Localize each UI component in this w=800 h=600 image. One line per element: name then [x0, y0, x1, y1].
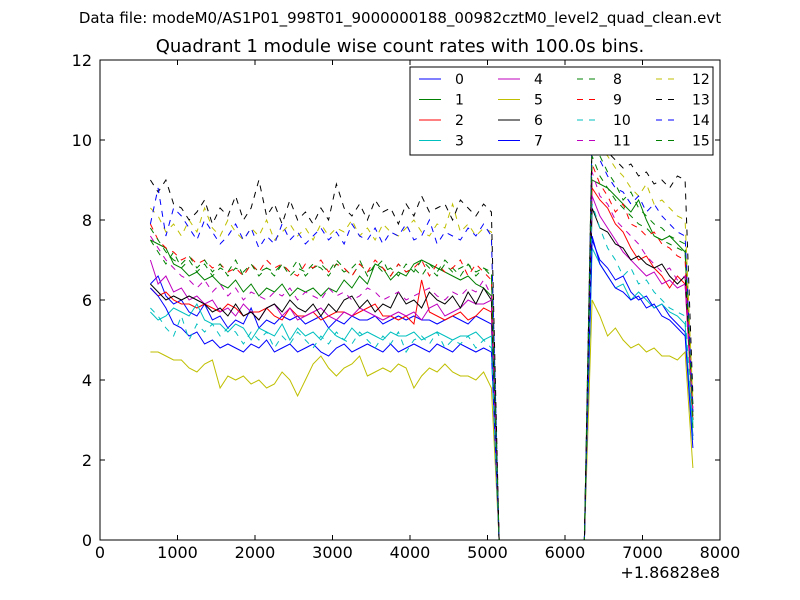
- x-tick-label-4000: 4000: [390, 543, 431, 562]
- legend-label-13: 13: [692, 93, 710, 109]
- x-tick-label-6000: 6000: [545, 543, 586, 562]
- x-tick-label-1000: 1000: [157, 543, 198, 562]
- legend-label-9: 9: [613, 93, 622, 109]
- series-line-4: [149, 195, 694, 541]
- chart-title: Quadrant 1 module wise count rates with …: [155, 36, 645, 57]
- y-tick-label-12: 12: [72, 51, 92, 70]
- series-line-5: [150, 299, 694, 541]
- legend-label-6: 6: [534, 113, 543, 129]
- series-line-1: [150, 179, 694, 541]
- y-tick-label-0: 0: [82, 531, 92, 550]
- series-line-7: [150, 235, 694, 541]
- y-tick-label-6: 6: [82, 291, 92, 310]
- series-line-12: [150, 127, 694, 541]
- y-tick-label-10: 10: [72, 131, 92, 150]
- legend-label-3: 3: [455, 134, 464, 150]
- legend-label-8: 8: [613, 72, 622, 88]
- legend-label-5: 5: [534, 93, 543, 109]
- legend-label-4: 4: [534, 72, 543, 88]
- series-line-15: [149, 155, 694, 541]
- series-layer: [149, 127, 694, 541]
- legend-label-7: 7: [534, 134, 543, 150]
- legend-label-1: 1: [455, 93, 464, 109]
- x-tick-label-5000: 5000: [467, 543, 508, 562]
- series-line-9: [149, 163, 694, 541]
- x-tick-label-0: 0: [95, 543, 105, 562]
- series-line-13: [149, 139, 694, 541]
- x-tick-label-2000: 2000: [235, 543, 276, 562]
- x-offset-label: +1.86828e8: [620, 563, 720, 582]
- series-line-2: [150, 186, 694, 541]
- series-line-14: [149, 135, 694, 541]
- legend-label-14: 14: [692, 113, 710, 129]
- y-tick-label-2: 2: [82, 451, 92, 470]
- legend-label-10: 10: [613, 113, 631, 129]
- tick-layer: 0 1000 2000 3000 4000 5000 6000 7000 80000246810…: [72, 51, 741, 562]
- legend-label-11: 11: [613, 134, 631, 150]
- series-line-3: [150, 247, 694, 541]
- series-line-8: [149, 131, 694, 541]
- y-tick-label-4: 4: [82, 371, 92, 390]
- series-line-10: [150, 203, 694, 541]
- legend-label-0: 0: [455, 72, 464, 88]
- legend-label-15: 15: [692, 134, 710, 150]
- chart-suptitle: Data file: modeM0/AS1P01_998T01_90000001…: [78, 9, 722, 27]
- y-tick-label-8: 8: [82, 211, 92, 230]
- series-line-0: [150, 239, 694, 541]
- legend-label-2: 2: [455, 113, 464, 129]
- x-tick-label-3000: 3000: [312, 543, 353, 562]
- legend-label-12: 12: [692, 72, 710, 88]
- series-line-6: [150, 207, 694, 541]
- legend-box: [409, 66, 714, 156]
- x-tick-label-8000: 8000: [700, 543, 741, 562]
- series-line-11: [149, 171, 694, 541]
- x-tick-label-7000: 7000: [622, 543, 663, 562]
